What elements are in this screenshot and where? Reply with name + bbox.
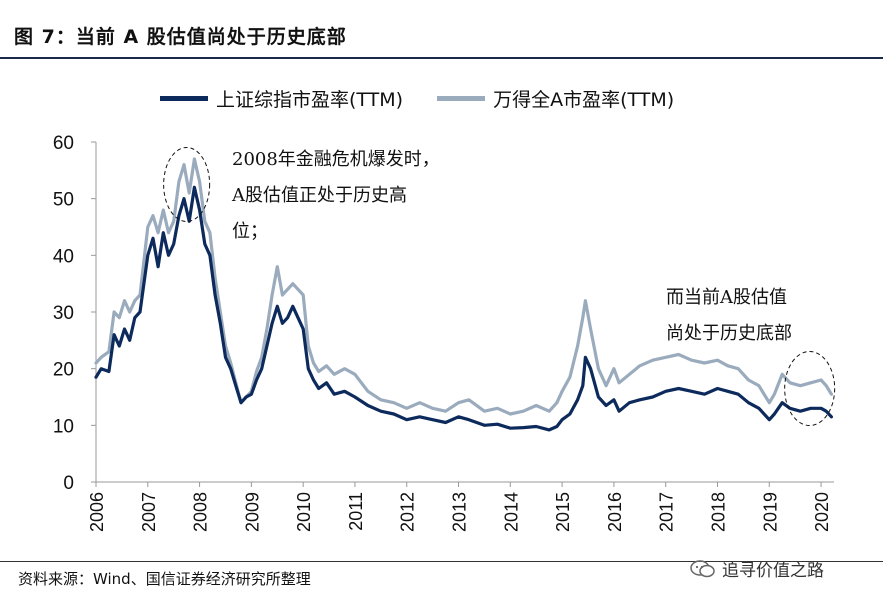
x-tick-label: 2006 bbox=[87, 492, 107, 532]
footer-divider bbox=[0, 561, 883, 562]
y-tick-label: 20 bbox=[53, 360, 74, 381]
x-tick-label: 2019 bbox=[760, 492, 780, 532]
x-tick-label: 2007 bbox=[139, 492, 159, 532]
chart-title: 图 7：当前 A 股估值尚处于历史底部 bbox=[14, 26, 347, 48]
highlight-ellipse-current bbox=[784, 351, 836, 426]
y-tick-label: 50 bbox=[53, 190, 74, 211]
x-tick-label: 2013 bbox=[450, 492, 470, 532]
highlight-ellipse-2008 bbox=[163, 147, 211, 222]
title-divider bbox=[0, 57, 883, 59]
annotation-2008-line1: 2008年金融危机爆发时， bbox=[232, 149, 440, 170]
annotation-current: 而当前A股估值 尚处于历史底部 bbox=[666, 280, 792, 352]
x-tick-label: 2016 bbox=[605, 492, 625, 532]
wechat-icon bbox=[690, 559, 715, 577]
x-tick-label: 2017 bbox=[657, 492, 677, 532]
legend-swatch-wind-a bbox=[437, 95, 486, 101]
y-tick-label: 10 bbox=[53, 416, 74, 437]
y-tick-label: 60 bbox=[53, 133, 74, 154]
x-tick-label: 2015 bbox=[553, 492, 573, 532]
x-tick-label: 2012 bbox=[398, 492, 418, 532]
series-line-sse bbox=[94, 185, 834, 432]
legend-label-wind-a: 万得全A市盈率(TTM) bbox=[493, 88, 675, 111]
chart-legend: 上证综指市盈率(TTM) 万得全A市盈率(TTM) bbox=[160, 84, 708, 112]
y-tick-label: 30 bbox=[53, 303, 74, 324]
watermark: 追寻价值之路 bbox=[690, 556, 824, 581]
y-tick-label: 40 bbox=[53, 246, 74, 267]
x-tick-label: 2008 bbox=[191, 492, 211, 532]
legend-item-sse: 上证综指市盈率(TTM) bbox=[160, 85, 403, 112]
y-tick-label: 0 bbox=[63, 473, 74, 494]
x-tick-label: 2009 bbox=[242, 492, 262, 532]
x-tick-label: 2020 bbox=[812, 492, 832, 532]
series-line-wind-a bbox=[94, 157, 834, 416]
watermark-text: 追寻价值之路 bbox=[722, 561, 824, 581]
annotation-current-line1: 而当前A股估值 bbox=[666, 287, 787, 308]
figure-header: 图 7：当前 A 股估值尚处于历史底部 bbox=[0, 0, 883, 59]
x-tick-label: 2014 bbox=[501, 492, 521, 532]
source-note: 资料来源：Wind、国信证券经济研究所整理 bbox=[18, 570, 311, 588]
x-tick-label: 2010 bbox=[294, 492, 314, 532]
legend-swatch-sse bbox=[160, 95, 208, 101]
legend-item-wind-a: 万得全A市盈率(TTM) bbox=[437, 85, 674, 112]
annotation-current-line2: 尚处于历史底部 bbox=[666, 323, 792, 344]
annotation-2008: 2008年金融危机爆发时， A股估值正处于历史高 位； bbox=[232, 142, 440, 250]
x-tick-label: 2018 bbox=[708, 492, 728, 532]
legend-label-sse: 上证综指市盈率(TTM) bbox=[216, 88, 404, 111]
annotation-2008-line2: A股估值正处于历史高 bbox=[232, 185, 407, 206]
annotation-2008-line3: 位； bbox=[232, 221, 268, 242]
x-tick-label: 2011 bbox=[346, 492, 366, 531]
